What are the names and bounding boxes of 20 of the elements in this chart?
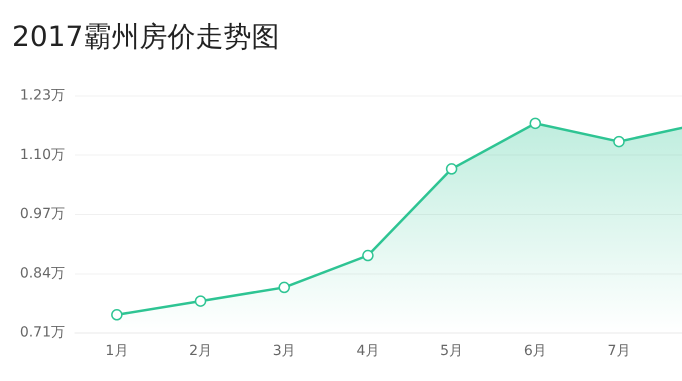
point [111,309,123,321]
point [278,282,290,294]
y-tick-label: 0.84万 [20,265,65,282]
y-tick-label: 1.10万 [20,146,65,163]
point [362,250,374,262]
y-tick-label: 1.23万 [20,88,65,104]
chart-title: 2017霸州房价走势图 [12,19,280,55]
y-tick-label: 0.97万 [20,206,65,222]
x-tick-label: 6月 [524,343,547,360]
y-tick-label: 0.71万 [20,324,65,341]
point [613,136,625,148]
x-tick-label: 2月 [189,343,212,360]
point [446,163,458,175]
x-tick-label: 3月 [272,343,296,360]
x-tick-label: 4月 [356,343,380,360]
x-tick-label: 1月 [105,343,128,360]
point [194,295,206,307]
x-tick-label: 7月 [608,343,630,360]
point [530,118,542,130]
x-tick-label: 5月 [440,343,464,360]
